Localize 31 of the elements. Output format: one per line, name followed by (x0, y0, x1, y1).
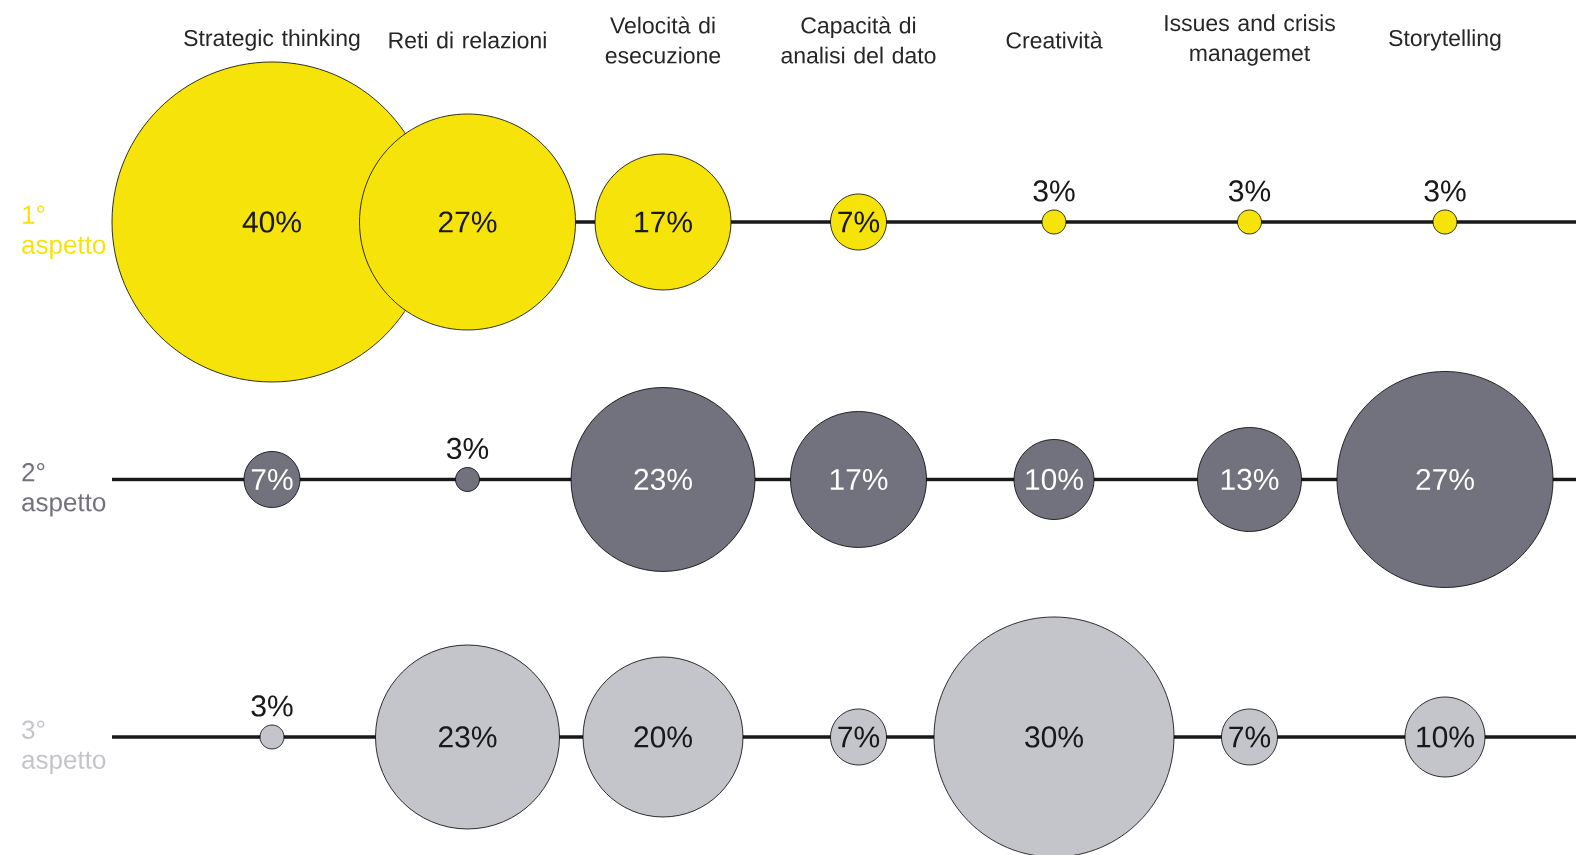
category-label: Issues and crisis managemet (1165, 14, 1335, 66)
series-label: 1° aspetto (22, 205, 106, 260)
data-label: 3% (1424, 180, 1466, 202)
category-label: Storytelling (1389, 29, 1501, 51)
category-label: Creatività (1006, 31, 1103, 49)
data-label: 10% (1417, 726, 1474, 748)
data-label: 3% (251, 695, 293, 717)
data-label: 7% (1229, 726, 1271, 748)
data-label: 20% (634, 726, 692, 748)
data-label: 3% (1033, 180, 1075, 202)
data-label: 17% (830, 469, 888, 490)
text: 3° aspetto (22, 720, 106, 775)
category-label: Strategic thinking (184, 29, 360, 51)
data-label: 27% (438, 211, 497, 233)
data-label: 30% (1025, 726, 1083, 748)
data-label: 23% (438, 726, 497, 748)
category-label: Capacità di analisi del dato (781, 16, 936, 64)
category-label: Reti di relazioni (389, 31, 546, 49)
data-label: 7% (838, 726, 880, 748)
data-label: 7% (251, 469, 293, 490)
data-label: 40% (242, 211, 301, 233)
data-label: 3% (446, 437, 489, 460)
data-label: 17% (635, 211, 692, 233)
data-label: 10% (1026, 468, 1083, 491)
text: 2° aspetto (22, 463, 106, 517)
data-label: 23% (634, 468, 692, 491)
data-label: 7% (838, 211, 880, 233)
category-label: Velocità di esecuzione (605, 16, 721, 64)
data-label: 27% (1416, 468, 1474, 491)
data-label: 3% (1228, 180, 1271, 202)
data-label: 13% (1221, 468, 1279, 491)
